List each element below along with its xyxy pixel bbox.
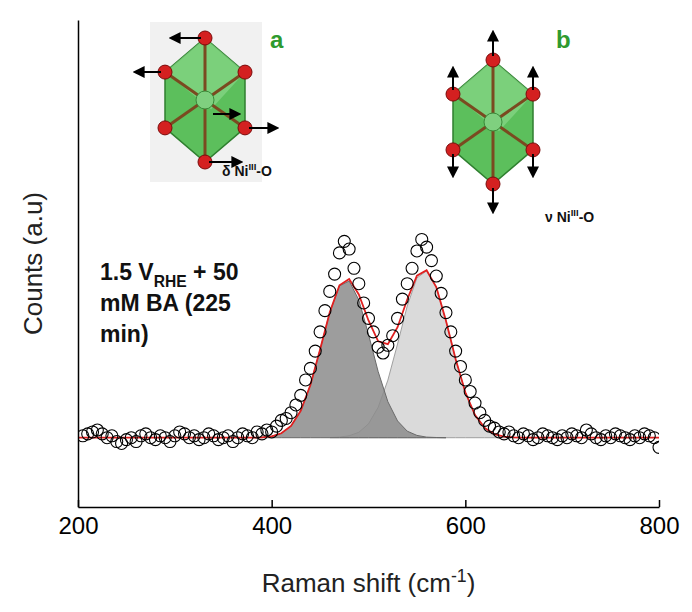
data-point [450,345,462,357]
data-point [653,441,659,453]
rich-text: δ NiIII-O [222,161,272,179]
inset-a [135,31,277,169]
text-part: ν Ni [545,209,571,225]
displacement-arrow [532,68,534,90]
text-part: min) [100,321,149,347]
data-point [295,389,307,401]
text-part: -O [256,163,272,179]
rich-text: 1.5 VRHE + 50 [100,259,239,290]
data-point [406,262,418,274]
panel-letter: b [556,26,571,53]
y-axis-line [78,21,80,508]
text-part: ) [467,568,476,598]
rich-text: Raman shift (cm-1) [262,566,476,598]
superscript: III [571,207,579,218]
superscript: III [248,161,256,172]
x-tick-mark [271,500,273,507]
ni-atom [484,113,502,131]
data-point [304,362,316,374]
octahedron-face-shade [165,38,245,109]
subscript: RHE [154,273,187,290]
data-point [343,243,355,255]
data-point [324,285,336,297]
rich-text: min) [100,321,149,347]
x-tick-label: 600 [446,512,486,539]
o-atom [158,121,172,135]
data-point [459,374,471,386]
inset-background [150,22,262,182]
panel-letter: a [270,26,284,53]
text-part: + 50 [187,259,239,285]
data-point [464,386,476,398]
inset-b [446,32,540,212]
displacement-arrow [213,113,239,115]
data-point [401,278,413,290]
x-tick-label: 400 [252,512,292,539]
data-point [435,287,447,299]
data-point [440,307,452,319]
data-point [367,326,379,338]
x-tick-label: 800 [639,512,679,539]
data-point [387,330,399,342]
data-point [425,255,437,267]
displacement-arrow [492,32,494,56]
text-part: -O [579,209,595,225]
data-point [454,360,466,372]
text-part: Raman shift (cm [262,568,451,598]
x-tick-label: 200 [58,512,98,539]
insets: aδ NiIII-Obν NiIII-O [135,22,594,225]
data-point [319,305,331,317]
displacement-arrow [492,188,494,212]
displacement-arrow [135,71,161,73]
o-atom [238,65,252,79]
text-part: mM BA (225 [100,290,231,316]
data-point [348,262,360,274]
rich-text: mM BA (225 [100,290,231,316]
x-tick: 800 [639,500,679,539]
data-point [314,326,326,338]
data-point [396,293,408,305]
data-point [430,270,442,282]
y-axis-title: Counts (a.u) [18,192,48,335]
text-part: δ Ni [222,163,248,179]
data-point [392,312,404,324]
displacement-arrow [452,68,454,90]
displacement-arrow [249,127,277,129]
chart: aδ NiIII-Obν NiIII-O200400600800Raman sh… [0,0,692,612]
superscript: -1 [451,566,467,586]
displacement-arrow [171,37,201,39]
ni-atom [196,91,214,109]
data-point [309,345,321,357]
data-point [353,278,365,290]
x-tick: 600 [446,500,486,539]
data-point [421,241,433,253]
plot-data [78,233,659,453]
data-point [363,312,375,324]
rich-text: ν NiIII-O [545,207,594,225]
text-part: 1.5 V [100,259,154,285]
octahedron-face [165,38,245,162]
x-tick: 400 [252,500,292,539]
x-axis-line [79,507,660,509]
x-axis: 200 400 600 800 [58,500,679,539]
data-point [329,268,341,280]
data-point [445,326,457,338]
octahedron-face [453,60,533,184]
y-axis [78,21,79,508]
peak-area [252,281,446,438]
octahedron-face-shade [453,60,533,131]
data-point [300,374,312,386]
data-point [358,297,370,309]
fit-line [78,270,659,437]
displacement-arrow [532,154,534,176]
x-tick-mark [659,500,661,507]
x-tick-mark [465,500,467,507]
displacement-arrow [452,154,454,176]
